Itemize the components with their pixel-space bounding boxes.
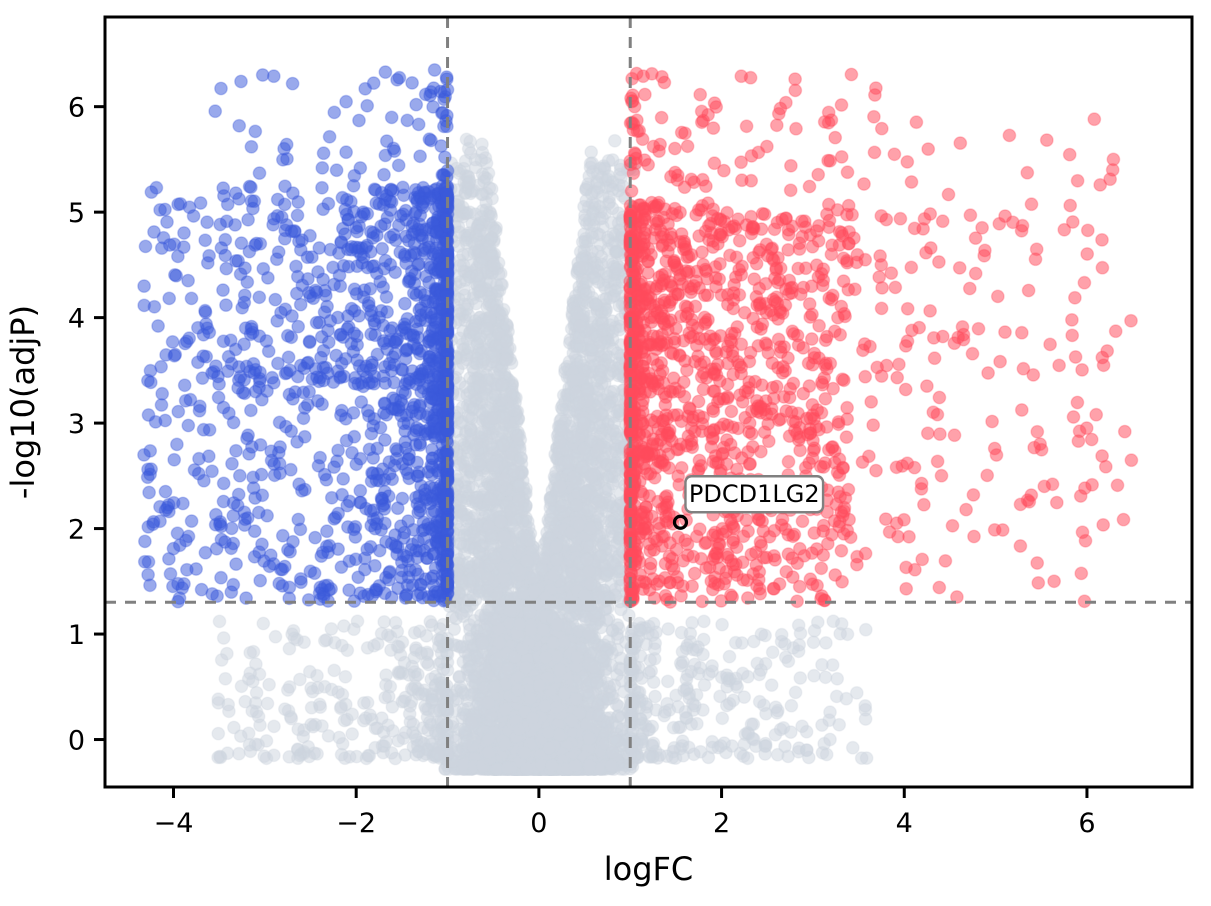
axes-frame: [103, 15, 1194, 789]
annotation-layer: PDCD1LG2: [672, 475, 825, 530]
x-tick-label: 4: [896, 808, 913, 839]
y-tick-label: 4: [68, 304, 85, 335]
y-tick-label: 2: [68, 515, 85, 546]
annotation-label-box: [684, 475, 825, 514]
x-tick-label: 6: [1078, 808, 1095, 839]
point-group-up-regulated: [623, 66, 1139, 609]
y-tick-label: 3: [68, 409, 85, 440]
annotated-point-marker[interactable]: [672, 514, 689, 530]
threshold-lines-layer: [105, 17, 1192, 787]
y-axis-title: -log10(adjP): [4, 305, 42, 499]
point-group-down-regulated: [137, 63, 455, 609]
x-axis-title: logFC: [604, 850, 694, 888]
axes-layer: −4 −2 0 2 4 6 0 1 2 3 4 5 6 logFC -log10(adjP): [4, 15, 1194, 888]
y-tick-label: 5: [68, 198, 85, 229]
x-tick-label: −2: [336, 808, 376, 839]
x-tick-label: −4: [154, 808, 194, 839]
y-tick-label: 1: [68, 620, 85, 651]
point-group-not-significant: [211, 132, 874, 776]
scatter-points-layer: [137, 63, 1139, 776]
gene-annotation[interactable]: PDCD1LG2: [672, 475, 825, 530]
y-tick-label: 6: [68, 93, 85, 124]
x-tick-label: 0: [530, 808, 547, 839]
y-tick-label: 0: [68, 726, 85, 757]
x-tick-label: 2: [713, 808, 730, 839]
annotation-label-text: PDCD1LG2: [689, 480, 820, 508]
